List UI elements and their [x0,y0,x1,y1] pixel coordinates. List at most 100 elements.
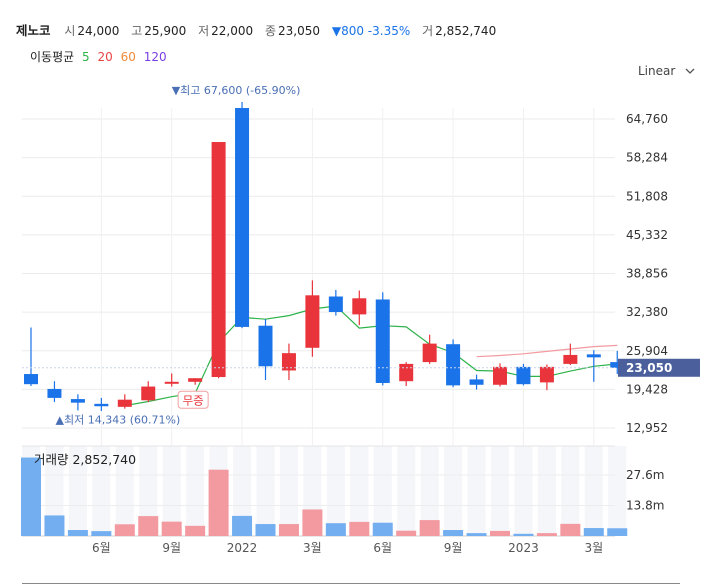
volume-bar [325,523,346,536]
volume-tick-label: 13.8m [626,499,664,513]
volume-bar [513,533,534,536]
scale-dropdown[interactable]: Linear [638,64,695,78]
candle-body [117,399,132,407]
open-label: 시 [64,24,76,38]
x-tick-label: 2022 [227,541,258,555]
volume-column-bg [373,446,392,536]
scale-dropdown-label: Linear [638,64,676,78]
price-tick-label: 51,808 [626,189,668,203]
event-badge-label: 무증 [183,393,204,407]
volume-column-bg [45,446,64,536]
volume-column-bg [279,446,298,536]
volume-bar [466,533,487,536]
volume-column-bg [139,446,158,536]
volume-column-bg [233,446,252,536]
price-tick-label: 25,904 [626,344,668,358]
ma-period-5[interactable]: 5 [82,50,90,64]
high-value: 25,900 [144,24,187,38]
volume-bar [91,531,112,536]
chevron-down-icon [685,68,695,74]
volume-bar [44,515,65,536]
candle-body [516,366,531,385]
ma-period-60[interactable]: 60 [120,50,136,64]
volume-column-bg [350,446,369,536]
candle-body [586,354,601,358]
volume-column-bg [162,446,181,536]
moving-average-legend: 이동평균 5 20 60 120 [30,48,171,65]
candle-body [47,388,62,398]
volume-column-bg [68,446,87,536]
volume-column-bg [444,446,463,536]
x-tick-label: 3월 [584,541,603,555]
volume-column-bg [608,446,627,536]
candle-body [141,386,156,401]
candle-body [94,403,109,407]
volume-column-bg [584,446,603,536]
candle-body [399,363,414,382]
candle-body [258,325,273,367]
price-tick-label: 19,428 [626,382,668,396]
volume-bar [607,528,628,536]
event-badge-box [177,390,209,409]
min-price-marker: ▲최저 14,343 (60.71%) [56,414,181,427]
x-tick-label: 2023 [508,541,539,555]
volume-bar [255,524,276,536]
x-tick-label: 6월 [92,541,111,555]
candle-body [164,381,179,384]
stock-name: 제노코 [16,23,51,38]
volume-value: 2,852,740 [435,24,497,38]
volume-bar [278,524,299,536]
volume-bar [443,530,464,536]
volume-column-bg [186,446,205,536]
ma-period-120[interactable]: 120 [143,50,167,64]
candle-body [70,399,85,403]
volume-bar [396,530,417,536]
x-tick-label: 3월 [303,541,322,555]
volume-bar [21,457,41,536]
volume-bar [372,522,393,536]
volume-bar [232,515,253,536]
price-tick-label: 45,332 [626,228,668,242]
volume-column-bg [397,446,416,536]
volume-column-bg [537,446,556,536]
max-price-marker: ▼최고 67,600 (-65.90%) [172,84,301,97]
volume-bar [302,509,323,536]
price-tick-label: 32,380 [626,305,668,319]
candle-body [211,142,226,378]
volume-bar [583,528,604,536]
moving-average-label: 이동평균 [30,50,75,64]
volume-bar [419,520,440,536]
candle-body [188,378,203,382]
high-label: 고 [131,24,143,38]
volume-column-bg [491,446,509,536]
candle-body [563,354,578,364]
ma20-line [476,344,618,358]
candle-body [235,108,250,327]
volume-column-bg [326,446,345,536]
volume-bar [349,521,370,536]
volume-column-bg [256,446,275,536]
volume-column-bg [92,446,111,536]
volume-bar [138,516,159,536]
volume-panel-label: 거래량 2,852,740 [34,452,136,467]
low-value: 22,000 [211,24,254,38]
volume-column-bg [115,446,134,536]
candle-body [539,366,554,383]
open-value: 24,000 [77,24,120,38]
volume-bar [208,469,229,536]
ma-period-20[interactable]: 20 [97,50,113,64]
volume-bar [67,530,88,536]
candle-body [305,295,320,348]
volume-bar [161,521,182,536]
volume-bar [114,524,135,536]
price-summary: 제노코 시 24,000 고 25,900 저 22,000 종 23,050 ▼800… [16,20,504,39]
candle-body [352,298,367,315]
change-value: ▼800 -3.35% [331,24,411,38]
candle-body [493,366,507,385]
candle-body [281,353,296,371]
volume-bar [490,530,510,536]
candle-body [328,296,343,313]
candle-body [375,299,390,383]
price-tick-label: 64,760 [626,112,668,126]
